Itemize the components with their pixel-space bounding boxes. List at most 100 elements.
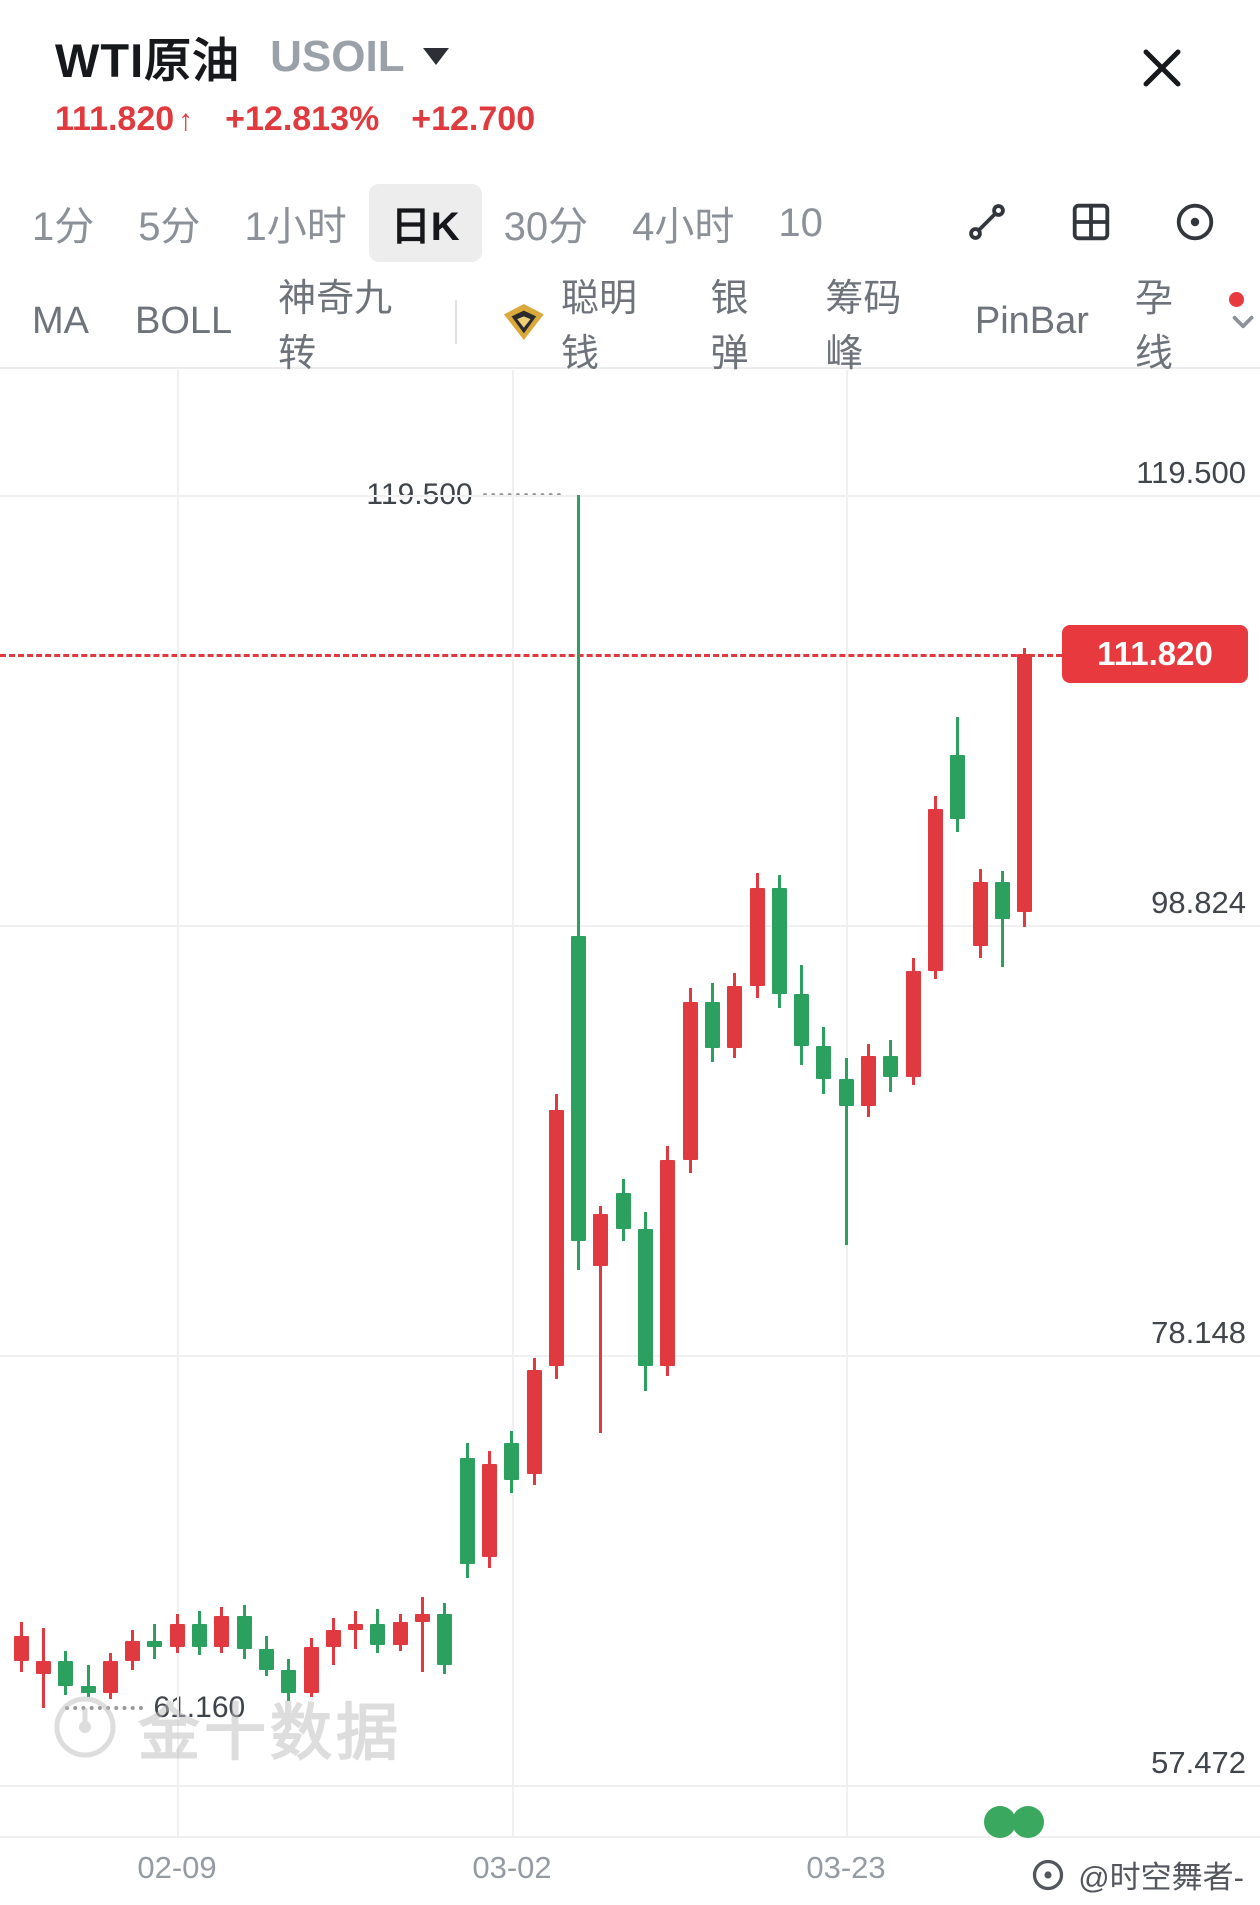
candle-body [771, 888, 787, 994]
candle-body [281, 1670, 297, 1693]
indicator-item[interactable]: 神奇九转 [278, 277, 393, 375]
candle-wick [86, 1665, 90, 1697]
candle-body [258, 1649, 274, 1670]
timeframe-tab[interactable]: 4小时 [632, 205, 735, 249]
price-gridline [0, 1355, 1260, 1357]
candle-body [303, 1647, 319, 1693]
toolbar-icons [942, 182, 1218, 262]
candle-body [102, 1661, 118, 1693]
indicator-item[interactable]: 聪明钱 [561, 277, 638, 375]
symbol-dropdown-caret-icon[interactable] [422, 48, 449, 65]
candle-body [437, 1614, 453, 1665]
indicator-group-left: MA BOLL 神奇九转 [32, 267, 409, 377]
author-logo-icon [1033, 1859, 1064, 1890]
price-gridline [0, 495, 1260, 497]
indicator-item[interactable]: 孕线 [1134, 277, 1173, 375]
candle-body [638, 1229, 654, 1366]
candle-body [80, 1686, 96, 1693]
candle-body [994, 882, 1010, 919]
last-price-value: 111.820 [55, 100, 175, 138]
timeframe-tab[interactable]: 5分 [138, 205, 201, 249]
candle-body [727, 986, 743, 1048]
candle-body [571, 936, 587, 1241]
candle-body [905, 971, 921, 1077]
price-axis-label: 119.500 [1136, 455, 1246, 490]
date-gridline [512, 370, 514, 1836]
candle-body [481, 1464, 497, 1557]
date-axis-label: 03-02 [472, 1850, 552, 1885]
candle-wick [421, 1597, 425, 1672]
timeframe-tab[interactable]: 日K [368, 184, 482, 262]
settings-target-icon[interactable] [1172, 199, 1218, 245]
timeframe-tab[interactable]: 10 [778, 200, 823, 245]
watermark: 金十数据 [52, 1682, 402, 1772]
price-axis-label: 98.824 [1151, 885, 1246, 920]
candle-body [593, 1214, 609, 1266]
candle-body [392, 1622, 408, 1645]
candle-body [526, 1370, 542, 1474]
candle-body [125, 1641, 141, 1661]
high-price-label: 119.500 [366, 478, 473, 511]
candle-body [816, 1046, 832, 1079]
change-value: +12.700 [411, 100, 536, 138]
close-icon [1143, 49, 1181, 87]
candle-body [1017, 654, 1033, 912]
drawing-tools-icon[interactable] [964, 199, 1010, 245]
chevron-down-icon[interactable] [1226, 304, 1260, 340]
candle-body [348, 1624, 364, 1630]
candlestick-chart[interactable]: 119.500 61.160 111.820 119.500 98.824 78.1… [0, 370, 1260, 1885]
watermark-text: 金十数据 [138, 1699, 403, 1768]
candle-body [147, 1641, 163, 1647]
indicator-item[interactable]: PinBar [974, 300, 1089, 342]
candle-body [615, 1193, 631, 1229]
candle-body [794, 994, 810, 1046]
candle-body [13, 1636, 29, 1661]
indicator-divider [455, 299, 458, 344]
chart-bottom-line [0, 1836, 1260, 1838]
price-axis-label: 78.148 [1151, 1315, 1246, 1350]
candle-body [169, 1624, 185, 1647]
price-row: 111.820 ↑ +12.813% +12.700 [55, 100, 535, 139]
candle-body [415, 1614, 431, 1622]
timeframe-tab[interactable]: 30分 [503, 205, 589, 249]
indicator-item[interactable]: BOLL [135, 300, 233, 342]
candle-body [704, 1002, 720, 1048]
candle-body [861, 1056, 877, 1106]
instrument-symbol[interactable]: USOIL [270, 31, 405, 81]
timeframe-tab[interactable]: 1小时 [244, 205, 347, 249]
candle-body [660, 1160, 676, 1366]
candle-wick [844, 1058, 848, 1245]
candle-body [58, 1661, 74, 1686]
close-button[interactable] [1136, 42, 1188, 94]
candle-body [35, 1661, 51, 1674]
candle-body [214, 1616, 230, 1647]
candle-wick [354, 1611, 358, 1649]
timeframe-tab[interactable]: 1分 [32, 205, 95, 249]
date-gridline [177, 370, 179, 1836]
candle-wick [599, 1206, 603, 1433]
last-price: 111.820 ↑ [55, 100, 193, 139]
date-axis-label: 03-23 [806, 1850, 886, 1885]
indicator-group-right: 聪明钱 银弹 筹码峰 PinBar 孕线 [561, 267, 1204, 377]
smart-money-vip-icon [504, 303, 545, 340]
current-price-badge: 111.820 [1062, 625, 1248, 683]
green-dot [1012, 1806, 1044, 1838]
indicator-item[interactable]: 银弹 [710, 277, 749, 375]
candle-wick [1000, 871, 1004, 967]
low-price-label: 61.160 [153, 1691, 246, 1724]
change-percent: +12.813% [225, 100, 380, 138]
candle-body [370, 1624, 386, 1645]
candle-body [459, 1458, 475, 1564]
candle-body [883, 1056, 899, 1077]
candle-body [838, 1079, 854, 1106]
candle-body [749, 888, 765, 986]
layout-grid-icon[interactable] [1068, 199, 1114, 245]
notification-dot [1229, 292, 1244, 307]
candle-wick [577, 495, 581, 1270]
candle-body [682, 1002, 698, 1160]
header: WTI原油 USOIL [55, 22, 449, 91]
indicator-item[interactable]: MA [32, 300, 89, 342]
indicator-item[interactable]: 筹码峰 [825, 277, 902, 375]
low-price-marker: 61.160 [55, 1689, 245, 1727]
author-handle-text: @时空舞者- [1078, 1860, 1244, 1895]
